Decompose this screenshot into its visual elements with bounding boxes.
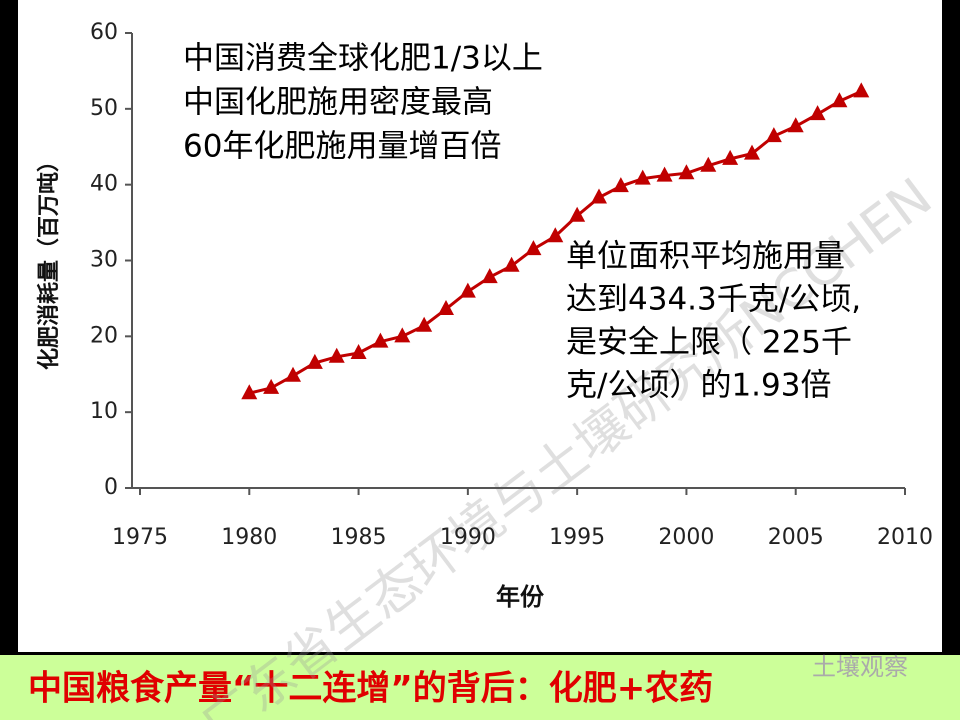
annotation: 中国化肥施用密度最高 — [183, 85, 493, 121]
x-tick-label: 1985 — [331, 525, 387, 550]
x-tick-label: 2005 — [768, 525, 824, 550]
y-axis-label: 化肥消耗量（百万吨） — [36, 150, 62, 370]
data-point — [634, 169, 651, 185]
data-point — [765, 127, 782, 143]
data-point — [569, 206, 586, 222]
data-point — [700, 156, 717, 172]
chart-panel — [18, 0, 942, 652]
data-point — [438, 300, 454, 316]
data-point — [481, 268, 498, 284]
data-point — [744, 144, 760, 160]
x-tick-label: 1995 — [549, 525, 605, 550]
logo: 土壤观察 — [812, 653, 908, 681]
data-point — [372, 332, 389, 348]
x-axis-label: 年份 — [496, 583, 545, 611]
data-point — [306, 353, 323, 369]
data-point — [285, 366, 301, 382]
data-point — [787, 117, 804, 133]
data-point — [678, 164, 695, 180]
data-point — [612, 177, 629, 193]
x-tick-label: 1980 — [221, 525, 277, 550]
y-tick-label: 0 — [104, 475, 118, 500]
banner: 中国粮食产量“十二连增”的背后：化肥+农药 — [28, 669, 713, 709]
data-point — [809, 105, 826, 121]
y-tick-label: 50 — [90, 96, 118, 121]
data-point — [263, 378, 280, 394]
data-point — [459, 282, 476, 298]
data-point — [503, 256, 520, 272]
banner-bg — [0, 655, 960, 720]
data-point — [416, 316, 433, 332]
y-tick-label: 30 — [90, 248, 118, 273]
x-tick-label: 2010 — [877, 525, 933, 550]
annotation: 中国消费全球化肥1/3以上 — [183, 41, 543, 77]
x-tick-label: 1990 — [440, 525, 496, 550]
data-point — [591, 188, 607, 204]
x-tick-label: 2000 — [658, 525, 714, 550]
y-tick-label: 10 — [90, 399, 118, 424]
note: 是安全上限（ 225千 — [566, 325, 852, 361]
data-point — [328, 347, 345, 363]
data-point — [350, 344, 367, 360]
y-tick-label: 20 — [90, 323, 118, 348]
data-point — [241, 384, 258, 400]
data-point — [853, 82, 870, 98]
note: 达到434.3千克/公顷, — [566, 282, 861, 318]
y-tick-label: 60 — [90, 20, 118, 45]
note: 单位面积平均施用量 — [566, 239, 845, 275]
data-point — [831, 92, 848, 108]
data-point — [394, 327, 411, 343]
x-tick-label: 1975 — [112, 525, 168, 550]
annotation: 60年化肥施用量增百倍 — [183, 129, 501, 165]
data-point — [525, 240, 542, 256]
data-point — [656, 166, 673, 182]
data-point — [722, 149, 739, 165]
note: 克/公顷）的1.93倍 — [566, 368, 831, 404]
data-point — [547, 227, 564, 243]
y-tick-label: 40 — [90, 172, 118, 197]
